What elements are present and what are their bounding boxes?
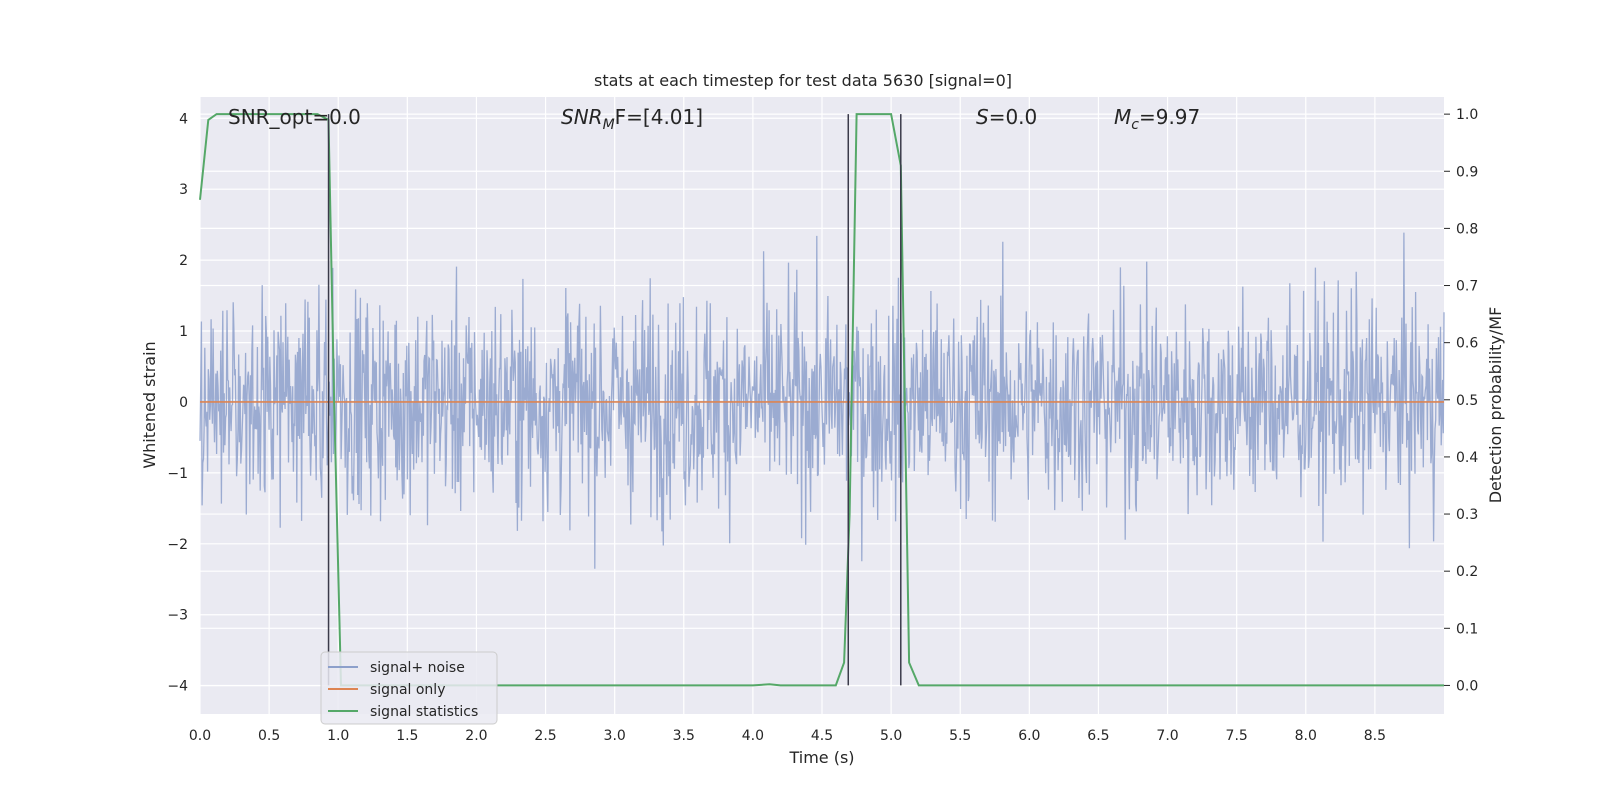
annotation-snr-mf-suffix: F=[4.01]	[615, 105, 703, 129]
annotation-snr-mf-sub: M	[603, 117, 615, 133]
x-tick-label: 8.0	[1295, 728, 1317, 744]
annotation-snr-opt: SNR_opt=0.0	[228, 105, 361, 129]
chart-title: stats at each timestep for test data 563…	[594, 71, 1012, 90]
x-tick-label: 5.0	[880, 728, 902, 744]
noise-line	[199, 232, 1445, 569]
annotation-snr-mf-prefix: SNR	[561, 105, 603, 129]
y-right-tick-label: 0.3	[1456, 507, 1478, 523]
y-right-tick-label: 0.6	[1456, 336, 1478, 352]
y-left-tick-label: −3	[167, 608, 188, 624]
legend-label: signal+ noise	[370, 660, 465, 676]
legend-label: signal statistics	[370, 704, 478, 720]
y-right-tick-label: 0.4	[1456, 450, 1478, 466]
y-left-tick-label: 1	[179, 324, 188, 340]
x-tick-label: 0.5	[258, 728, 280, 744]
y-axis-left-label: Whitened strain	[140, 341, 159, 468]
x-tick-label: 4.0	[742, 728, 764, 744]
y-right-tick-label: 0.9	[1456, 164, 1478, 180]
annotation-s-value: =0.0	[989, 105, 1038, 129]
y-right-tick-label: 1.0	[1456, 107, 1478, 123]
y-left-tick-label: −1	[167, 466, 188, 482]
y-right-tick-label: 0.0	[1456, 678, 1478, 694]
x-tick-label: 6.5	[1087, 728, 1109, 744]
x-tick-label: 2.5	[534, 728, 556, 744]
y-left-tick-label: −2	[167, 537, 188, 553]
vertical-markers	[327, 114, 902, 686]
x-tick-label: 4.5	[811, 728, 833, 744]
x-axis-label: Time (s)	[788, 748, 854, 767]
annotation-mc-sub: c	[1131, 117, 1139, 133]
x-tick-label: 7.0	[1156, 728, 1178, 744]
y-right-tick-label: 0.8	[1456, 221, 1478, 237]
annotation-s-label: S	[976, 105, 989, 129]
legend-label: signal only	[370, 682, 445, 698]
x-tick-label: 0.0	[189, 728, 211, 744]
annotation-mc-label: M	[1114, 105, 1131, 129]
series-signal-statistics	[199, 113, 1444, 687]
x-tick-label: 3.5	[673, 728, 695, 744]
x-axis-ticks: 0.0 0.5 1.0 1.5 2.0 2.5 3.0 3.5 4.0 4.5 5.0 5.5 6.0 6…	[189, 728, 1386, 744]
x-tick-label: 6.0	[1018, 728, 1040, 744]
y-left-tick-label: 0	[179, 395, 188, 411]
annotation-mc: Mc=9.97	[1114, 105, 1200, 133]
y-axis-right-ticks: 0.0 0.1 0.2 0.3 0.4 0.5 0.6 0.7 0.8 0.9 1.0	[1444, 107, 1478, 694]
x-tick-label: 1.0	[327, 728, 349, 744]
signal-statistics-line	[199, 113, 1444, 687]
x-tick-label: 5.5	[949, 728, 971, 744]
series-signal-noise	[199, 232, 1445, 569]
y-axis-left-ticks: −4 −3 −2 −1 0 1 2 3 4	[167, 111, 188, 694]
y-right-tick-label: 0.2	[1456, 564, 1478, 580]
annotation-s: S=0.0	[976, 105, 1037, 129]
y-axis-right-label: Detection probability/MF	[1486, 307, 1505, 504]
annotation-snr-mf: SNRMF=[4.01]	[561, 105, 703, 133]
x-tick-label: 3.0	[604, 728, 626, 744]
y-left-tick-label: −4	[167, 679, 188, 695]
y-left-tick-label: 2	[179, 253, 188, 269]
x-tick-label: 7.5	[1226, 728, 1248, 744]
x-tick-label: 8.5	[1364, 728, 1386, 744]
y-right-tick-label: 0.1	[1456, 621, 1478, 637]
x-tick-label: 2.0	[465, 728, 487, 744]
y-left-tick-label: 4	[179, 111, 188, 127]
legend: signal+ noise signal only signal statistic…	[320, 651, 498, 725]
annotation-mc-value: =9.97	[1139, 105, 1200, 129]
y-right-tick-label: 0.5	[1456, 393, 1478, 409]
x-tick-label: 1.5	[396, 728, 418, 744]
y-left-tick-label: 3	[179, 182, 188, 198]
legend-box	[320, 651, 498, 725]
y-right-tick-label: 0.7	[1456, 279, 1478, 295]
